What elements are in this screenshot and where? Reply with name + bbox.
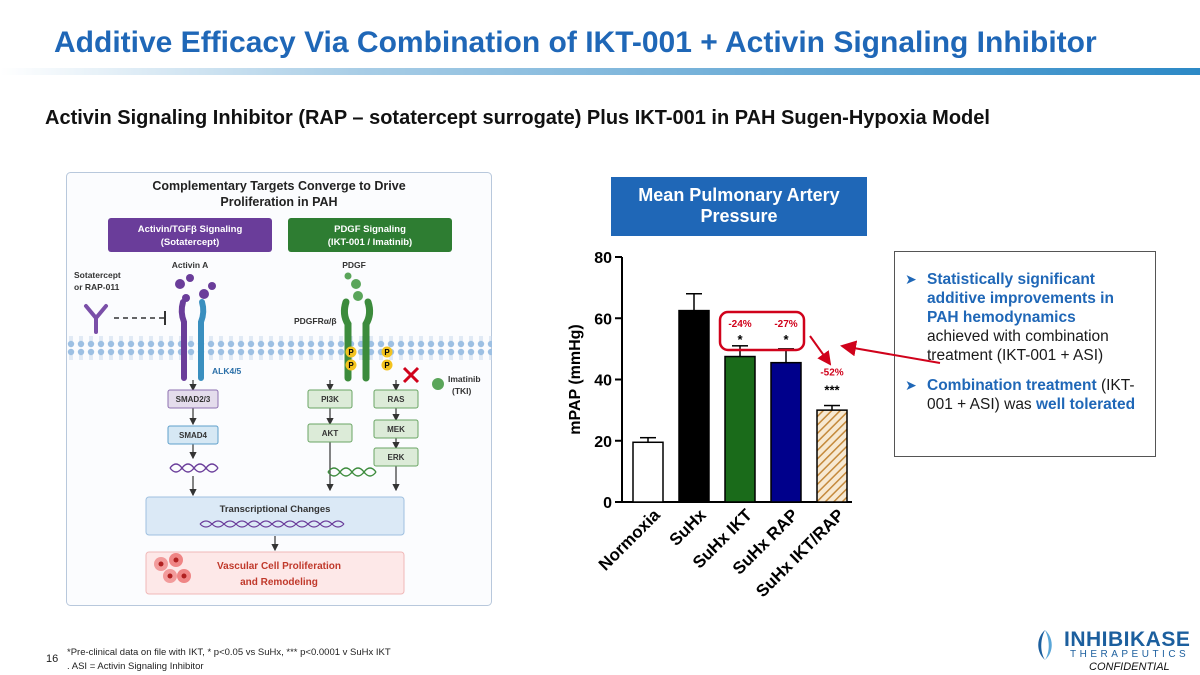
ras-box xyxy=(373,389,419,409)
footnote-line2: . ASI = Activin Signaling Inhibitor xyxy=(67,661,204,672)
y-tick-label: 20 xyxy=(594,434,612,451)
smad23-box xyxy=(167,389,219,409)
callout-bullet-1: ➤ Statistically significant additive imp… xyxy=(905,270,1141,365)
bullet2-end: well tolerated xyxy=(1036,396,1136,413)
bar xyxy=(816,409,848,503)
significance-stars: *** xyxy=(824,383,840,398)
imatinib-line2: (TKI) xyxy=(452,386,472,396)
activin-ligands xyxy=(175,274,216,302)
bullet2-mid: (IKT-001 + ASI) was xyxy=(927,377,1135,413)
ras-label: RAS xyxy=(388,395,406,404)
p-badge-3: P xyxy=(384,348,390,357)
akt-label: AKT xyxy=(322,429,339,438)
outcome-line2: and Remodeling xyxy=(240,577,318,588)
erk-label: ERK xyxy=(388,453,405,462)
bar xyxy=(632,441,664,503)
bar xyxy=(770,361,802,503)
alk-receptor-icon xyxy=(178,299,207,381)
activin-header xyxy=(108,218,272,252)
logo-subtitle: THERAPEUTICS xyxy=(1070,649,1190,660)
pdgf-header-line1: PDGF Signaling xyxy=(334,224,406,235)
figure-title-line1: Complementary Targets Converge to Drive xyxy=(152,179,405,193)
callout-bullet-2: ➤ Combination treatment (IKT-001 + ASI) … xyxy=(905,376,1141,414)
sotatercept-line1: Sotatercept xyxy=(74,270,121,280)
bullet1-rest: achieved with combination treatment (IKT… xyxy=(927,328,1109,364)
significance-stars: * xyxy=(737,332,743,347)
outcome-line1: Vascular Cell Proliferation xyxy=(217,561,341,572)
logo-name: INHIBIKASE xyxy=(1064,628,1191,651)
mek-box xyxy=(373,419,419,439)
highlight-box xyxy=(718,310,806,352)
logo-mark-icon xyxy=(1038,630,1052,660)
footnote: *Pre-clinical data on file with IKT, * p… xyxy=(67,646,391,674)
x-tick-label: Normoxia xyxy=(595,505,664,574)
percent-change-label: -52% xyxy=(820,368,843,379)
smad23-label: SMAD2/3 xyxy=(176,395,211,404)
alk-label: ALK4/5 xyxy=(212,366,242,376)
activin-header-line1: Activin/TGFβ Signaling xyxy=(138,224,243,235)
smad4-label: SMAD4 xyxy=(179,431,208,440)
arrow-bullet-icon: ➤ xyxy=(905,377,917,393)
p-badge-2: P xyxy=(348,361,354,370)
smad4-box xyxy=(167,425,219,445)
bar xyxy=(724,355,756,503)
trap-molecule-icon xyxy=(84,304,108,334)
phospho-badges: P P P P xyxy=(345,346,393,371)
y-axis-title: mPAP (mmHg) xyxy=(567,324,584,435)
bar xyxy=(678,309,710,503)
confidential-label: CONFIDENTIAL xyxy=(1089,661,1170,673)
figure-title-line2: Proliferation in PAH xyxy=(220,195,337,209)
arrow-bullet-icon: ➤ xyxy=(905,271,917,287)
activin-a-label: Activin A xyxy=(172,260,209,270)
significance-stars: * xyxy=(783,332,789,347)
transcription-label: Transcriptional Changes xyxy=(220,504,331,515)
pi3k-label: PI3K xyxy=(321,395,339,404)
cell-cluster-icon xyxy=(154,553,191,583)
y-tick-label: 80 xyxy=(594,250,612,267)
mek-label: MEK xyxy=(387,425,405,434)
footnote-line1: *Pre-clinical data on file with IKT, * p… xyxy=(67,647,391,658)
sotatercept-line2: or RAP-011 xyxy=(74,282,120,292)
activin-header-line2: (Sotatercept) xyxy=(161,237,220,248)
pdgf-label: PDGF xyxy=(342,260,366,270)
pathway-figure: Complementary Targets Converge to Drive … xyxy=(66,172,492,606)
erk-box xyxy=(373,447,419,467)
pdgf-ligands xyxy=(344,272,363,301)
percent-change-label: -24% xyxy=(728,319,751,330)
outcome-box xyxy=(145,551,405,595)
pdgf-header xyxy=(288,218,452,252)
percent-change-label: -27% xyxy=(774,319,797,330)
slide-title: Additive Efficacy Via Combination of IKT… xyxy=(54,26,1097,59)
slide-subtitle: Activin Signaling Inhibitor (RAP – sotat… xyxy=(45,107,990,129)
cell-membrane xyxy=(66,336,492,360)
title-rule xyxy=(0,68,1200,75)
bullet1-bold: Statistically significant additive impro… xyxy=(927,271,1114,326)
imatinib-line1: Imatinib xyxy=(448,374,481,384)
akt-box xyxy=(307,423,353,443)
combination-arrow xyxy=(809,335,832,366)
y-tick-label: 40 xyxy=(594,373,612,390)
key-findings-callout: ➤ Statistically significant additive imp… xyxy=(894,251,1156,457)
page-number: 16 xyxy=(46,653,59,665)
pdgfr-label: PDGFRα/β xyxy=(294,316,337,326)
transcription-box xyxy=(145,496,405,536)
dna-helix-left-icon xyxy=(169,463,219,473)
pdgfr-receptor-icon xyxy=(340,298,374,382)
dna-helix-center-icon xyxy=(199,520,345,528)
pi3k-box xyxy=(307,389,353,409)
y-tick-label: 60 xyxy=(594,311,612,328)
dna-helix-right-icon xyxy=(327,467,377,477)
bullet2-bold: Combination treatment xyxy=(927,377,1097,394)
y-tick-label: 0 xyxy=(603,495,612,512)
chart-title-box: Mean Pulmonary Artery Pressure xyxy=(611,177,867,236)
pdgf-header-line2: (IKT-001 / Imatinib) xyxy=(328,237,412,248)
company-logo: INHIBIKASE THERAPEUTICS xyxy=(1030,628,1190,662)
p-badge-4: P xyxy=(384,361,390,370)
imatinib-block-icon xyxy=(402,366,444,390)
pathway-arrows xyxy=(189,380,400,492)
p-badge-1: P xyxy=(348,348,354,357)
